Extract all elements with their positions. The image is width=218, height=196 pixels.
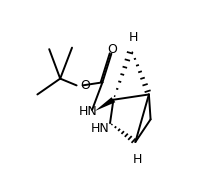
Text: HN: HN [90,122,109,135]
Text: O: O [81,79,90,92]
Text: H: H [129,31,138,44]
Text: HN: HN [79,105,97,118]
Text: H: H [132,153,142,166]
Text: O: O [107,44,117,56]
Polygon shape [95,97,115,111]
